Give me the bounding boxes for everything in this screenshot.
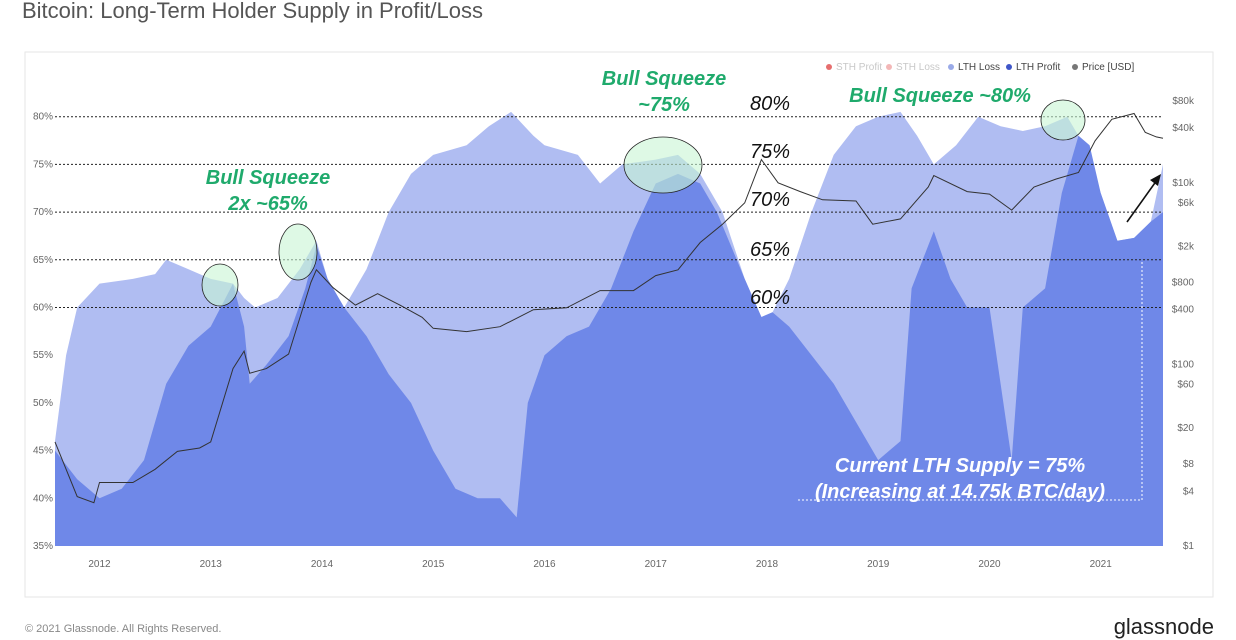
x-tick-label: 2012 [88,559,111,570]
x-tick-label: 2019 [867,559,890,570]
x-tick-label: 2020 [978,559,1001,570]
current-rate-label: (Increasing at 14.75k BTC/day) [815,481,1105,503]
squeeze-ellipse-2013 [201,263,239,307]
x-tick-label: 2013 [200,559,223,570]
legend-dot-icon [1006,64,1012,70]
x-tick-label: 2014 [311,559,334,570]
x-tick-label: 2015 [422,559,445,570]
x-tick-label: 2017 [645,559,668,570]
legend-dot-icon [886,64,892,70]
y-tick-label: 35% [33,541,53,552]
y2-tick-label: $800 [1172,277,1195,288]
legend: STH Profit STH Loss LTH Loss LTH Profit Pric… [826,62,1134,73]
annotations: Bull Squeeze 2x ~65% Bull Squeeze ~75% B… [201,68,1161,503]
squeeze-ellipse-2020 [1040,99,1086,141]
y-tick-label: 45% [33,446,53,457]
level-label-65: 65% [750,239,790,261]
lth-profit-area [55,135,1163,547]
legend-item: LTH Profit [1016,62,1060,73]
squeeze-ellipse-2014 [278,223,318,281]
legend-dot-icon [948,64,954,70]
y-axis-right: $1 $4 $8 $20 $60 $100 $400 $800 $2k $6k $10k $40k $8… [1172,96,1195,552]
legend-item: STH Loss [896,62,940,73]
y2-tick-label: $2k [1178,241,1195,252]
areas [54,111,1164,547]
legend-item: STH Profit [836,62,882,73]
price-line [54,112,1164,504]
squeeze-75-label-1: Bull Squeeze [602,68,726,90]
x-tick-label: 2021 [1090,559,1113,570]
y2-tick-label: $80k [1172,96,1195,107]
y-tick-label: 60% [33,303,53,314]
y2-tick-label: $1 [1183,541,1195,552]
legend-item: Price [USD] [1082,62,1134,73]
y-tick-label: 50% [33,398,53,409]
squeeze-ellipse-2017 [623,136,703,194]
copyright: © 2021 Glassnode. All Rights Reserved. [25,623,222,635]
current-supply-label: Current LTH Supply = 75% [835,455,1085,477]
chart-title: Bitcoin: Long-Term Holder Supply in Prof… [22,0,483,23]
level-label-80: 80% [750,93,790,115]
y-tick-label: 75% [33,159,53,170]
y2-tick-label: $10k [1172,178,1195,189]
squeeze-65-label-1: Bull Squeeze [206,167,330,189]
y2-tick-label: $6k [1178,198,1195,209]
y2-tick-label: $20 [1177,423,1194,434]
legend-dot-icon [1072,64,1078,70]
squeeze-75-label-2: ~75% [638,94,690,116]
y2-tick-label: $400 [1172,305,1195,316]
brand-logo: glassnode [1113,614,1214,639]
level-label-60: 60% [750,287,790,309]
x-tick-label: 2016 [533,559,556,570]
y2-tick-label: $60 [1177,380,1194,391]
legend-item: LTH Loss [958,62,1000,73]
level-label-75: 75% [750,141,790,163]
x-tick-label: 2018 [756,559,779,570]
y-tick-label: 65% [33,255,53,266]
squeeze-80-label: Bull Squeeze ~80% [849,85,1031,107]
y-tick-label: 40% [33,493,53,504]
y-tick-label: 55% [33,350,53,361]
x-axis: 2012 2013 2014 2015 2016 2017 2018 2019 2020 2021 [88,559,1112,570]
y2-tick-label: $8 [1183,459,1195,470]
y2-tick-label: $4 [1183,486,1195,497]
y2-tick-label: $100 [1172,359,1195,370]
y-axis-left: 35% 40% 45% 50% 55% 60% 65% 70% 75% 80% [33,112,1163,552]
legend-dot-icon [826,64,832,70]
y-tick-label: 70% [33,207,53,218]
squeeze-65-label-2: 2x ~65% [227,193,308,215]
level-label-70: 70% [750,189,790,211]
y-tick-label: 80% [33,112,53,123]
trend-arrow [1126,179,1158,223]
y2-tick-label: $40k [1172,123,1195,134]
arrow-head-icon [1150,174,1161,186]
